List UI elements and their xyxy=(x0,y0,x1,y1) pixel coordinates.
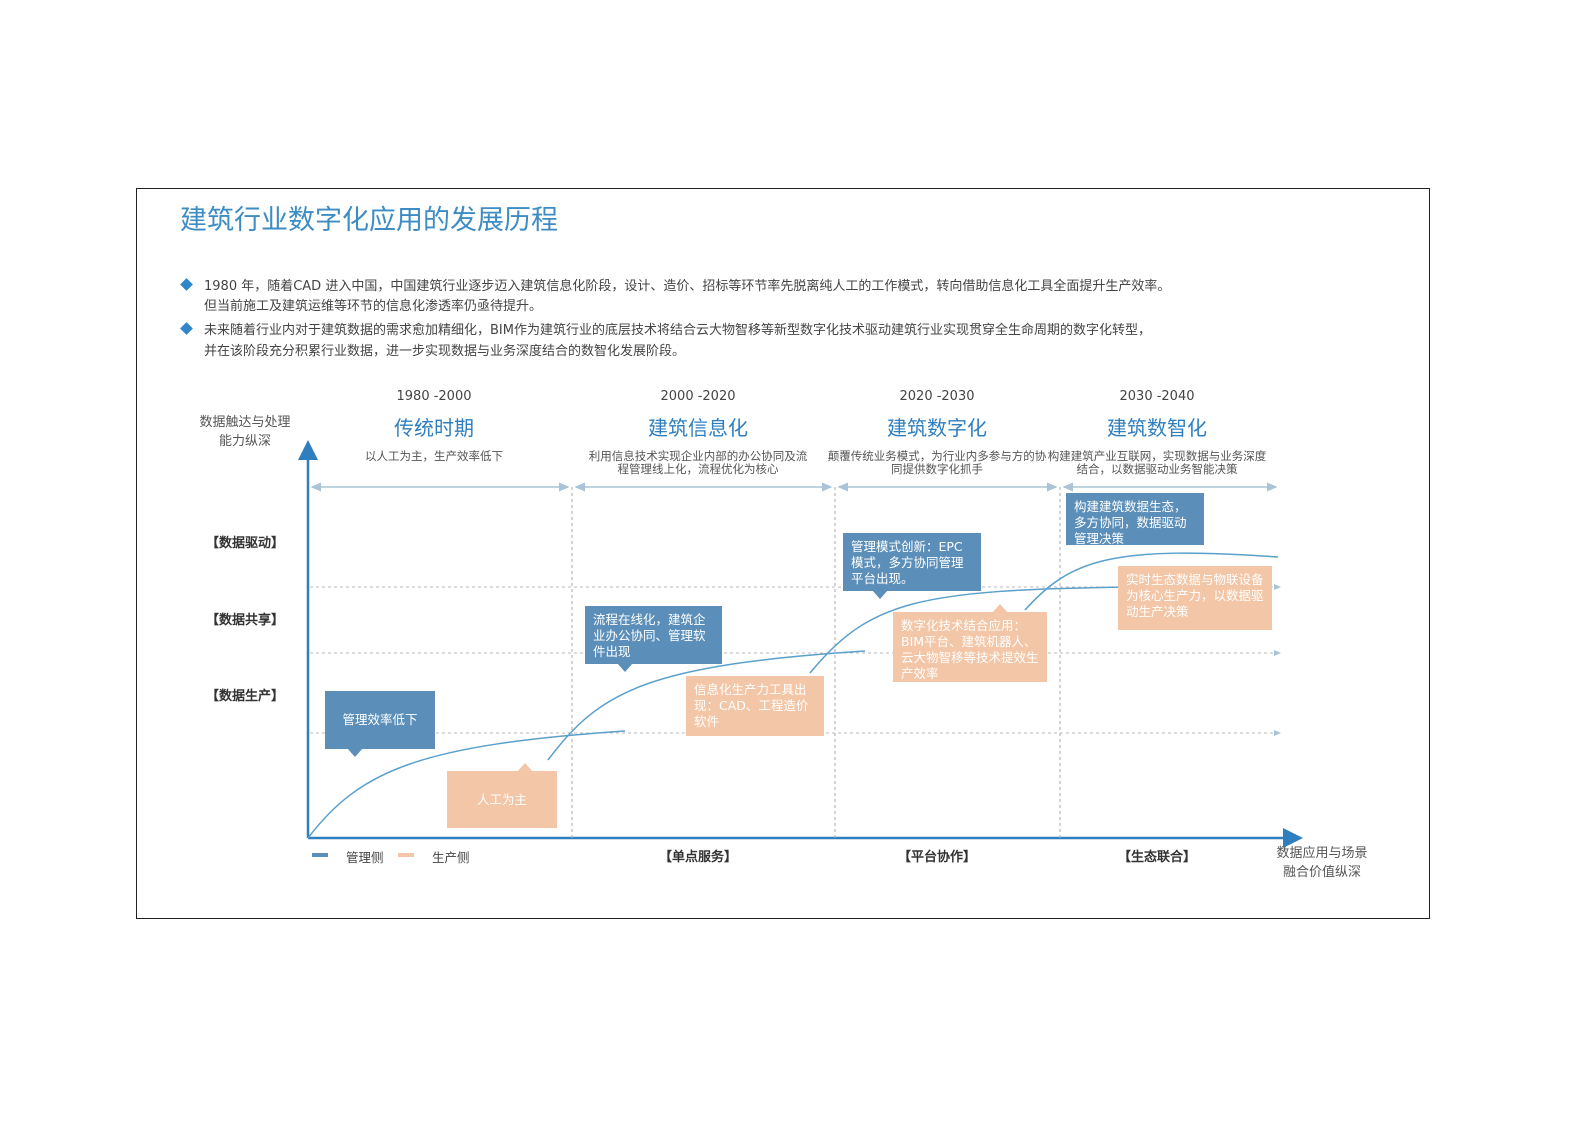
y-axis-label: 能力纵深 xyxy=(218,434,271,449)
growth-curve xyxy=(1024,552,1279,611)
callout: 人工为主 xyxy=(447,771,557,828)
legend-label: 管理侧 xyxy=(346,850,384,865)
growth-curve xyxy=(307,730,626,839)
bullet-text: 1980 年，随着CAD 进入中国，中国建筑行业逐步迈入建筑信息化阶段，设计、造… xyxy=(204,279,1171,294)
stage-years: 2030 -2040 xyxy=(1119,389,1195,404)
callout-pointer xyxy=(992,604,1008,613)
bullet-text: 未来随着行业内对于建筑数据的需求愈加精细化，BIM作为建筑行业的底层技术将结合云… xyxy=(204,323,1151,338)
slide-frame xyxy=(136,188,1430,919)
callout: 构建建筑数据生态，多方协同，数据驱动管理决策 xyxy=(1066,493,1204,546)
x-category: 【单点服务】 xyxy=(658,850,737,865)
growth-curve xyxy=(809,586,1131,674)
growth-curve xyxy=(547,650,866,761)
x-category: 【平台协作】 xyxy=(897,850,976,865)
stage-years: 2020 -2030 xyxy=(899,389,975,404)
callout: 管理效率低下 xyxy=(325,691,435,749)
y-level-label: 【数据驱动】 xyxy=(205,536,284,551)
x-axis-label: 融合价值纵深 xyxy=(1282,865,1361,880)
bullet-text: 并在该阶段充分积累行业数据，进一步实现数据与业务深度结合的数智化发展阶段。 xyxy=(204,344,686,359)
stage-description: 以人工为主，生产效率低下 xyxy=(365,449,503,463)
stage-years: 2000 -2020 xyxy=(660,389,736,404)
title: 建筑行业数字化应用的发展历程 xyxy=(180,205,558,236)
stage-name: 建筑信息化 xyxy=(648,416,748,440)
x-category: 【生态联合】 xyxy=(1117,850,1196,865)
callout-pointer xyxy=(517,763,533,772)
y-level-label: 【数据共享】 xyxy=(205,613,284,628)
callout: 数字化技术结合应用：BIM平台、建筑机器人、云大物智移等技术提效生产效率 xyxy=(893,612,1047,682)
stage-description: 颠覆传统业务模式，为行业内多参与方的协同提供数字化抓手 xyxy=(827,449,1047,476)
x-axis-label: 数据应用与场景 xyxy=(1276,846,1368,861)
callout: 管理模式创新：EPC模式，多方协同管理平台出现。 xyxy=(843,533,981,591)
stage-years: 1980 -2000 xyxy=(396,389,472,404)
stage-description: 构建建筑产业互联网，实现数据与业务深度结合，以数据驱动业务智能决策 xyxy=(1047,449,1267,476)
callout-pointer xyxy=(347,748,363,757)
stage-name: 建筑数智化 xyxy=(1107,416,1207,440)
bullet-text: 但当前施工及建筑运维等环节的信息化渗透率仍亟待提升。 xyxy=(204,299,543,314)
callout: 流程在线化，建筑企业办公协同、管理软件出现 xyxy=(585,606,722,664)
y-level-label: 【数据生产】 xyxy=(205,689,284,704)
callout-pointer xyxy=(617,663,633,672)
stage-name: 建筑数字化 xyxy=(887,416,987,440)
stage-name: 传统时期 xyxy=(394,416,474,440)
callout: 信息化生产力工具出现：CAD、工程造价软件 xyxy=(686,676,824,736)
y-axis-label: 数据触达与处理 xyxy=(199,415,291,430)
legend-label: 生产侧 xyxy=(432,850,470,865)
stage-description: 利用信息技术实现企业内部的办公协同及流程管理线上化，流程优化为核心 xyxy=(588,449,808,476)
callout: 实时生态数据与物联设备为核心生产力，以数据驱动生产决策 xyxy=(1118,566,1272,630)
callout-pointer xyxy=(872,590,888,599)
